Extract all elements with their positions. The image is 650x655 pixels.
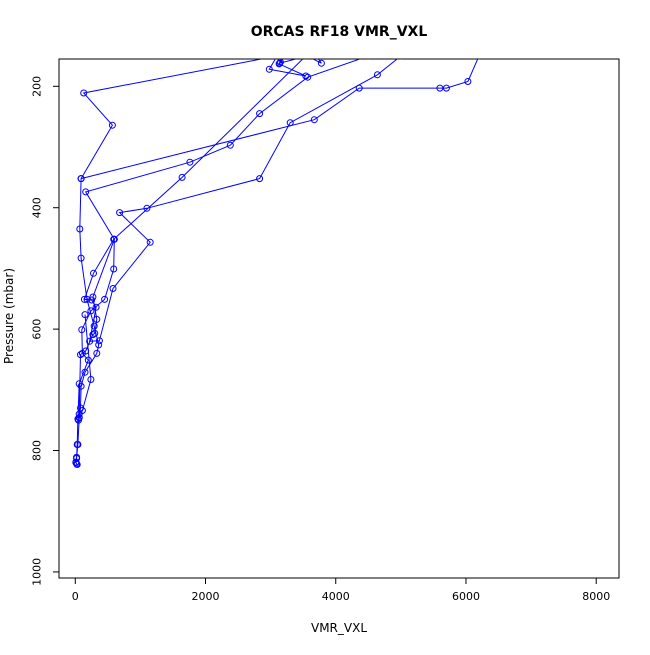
data-point [280,59,285,60]
data-point [87,376,95,383]
data-point [90,269,97,277]
data-point [265,65,273,73]
x-tick-label: 0 [72,590,79,603]
series-line [75,59,362,463]
y-tick-label: 400 [31,197,44,218]
data-point [80,89,88,97]
data-point [76,225,84,233]
data-point [90,322,98,330]
data-point [95,337,103,345]
data-point [91,329,99,337]
data-point [110,235,118,243]
series-group [75,311,95,424]
data-point [86,337,94,345]
series-line [80,59,479,180]
data-point [256,110,264,118]
y-tick-label: 800 [31,440,44,461]
series-group [72,59,310,468]
data-point [256,175,264,183]
data-point [108,121,116,129]
data-point [77,175,85,183]
data-point [282,59,287,60]
data-point [110,265,118,273]
data-point [276,59,284,67]
y-tick-label: 600 [31,319,44,340]
data-point [366,59,371,60]
data-point [78,326,86,334]
data-point [317,59,325,67]
data-point [305,59,309,60]
data-point [178,173,186,181]
y-tick-label: 1000 [31,558,44,586]
data-point [226,141,234,149]
data-point [436,84,444,92]
data-point [276,59,284,66]
y-axis: 200 400 600 800 1000 [31,76,59,586]
data-point [75,380,83,388]
x-tick-label: 6000 [452,590,480,603]
data-point [146,238,154,246]
data-point [93,315,101,323]
data-point [92,303,100,311]
data-point [93,349,101,357]
x-axis: 0 2000 4000 6000 8000 [72,578,610,603]
y-tick-label: 200 [31,76,44,97]
data-point [87,307,95,315]
series-group [80,59,403,345]
data-point [78,407,86,414]
x-tick-label: 8000 [582,590,610,603]
data-point [314,59,319,60]
data-point [84,356,92,364]
data-point [82,188,90,196]
chart-title: ORCAS RF18 VMR_VXL [251,24,428,40]
data-point [186,158,194,166]
data-point [275,59,279,60]
data-point [73,441,81,448]
data-point [399,59,403,60]
series-line [78,314,92,421]
data-point [273,59,278,60]
plot-frame [58,58,620,579]
data-point [89,331,97,339]
data-point [310,116,318,124]
series-line [83,59,398,342]
data-point [477,59,481,60]
y-axis-label: Pressure (mbar) [2,268,16,364]
data-point [80,295,88,303]
data-point [95,341,103,349]
series-group [273,59,325,67]
series-group [77,59,481,183]
data-point [73,454,81,462]
series-layer [72,59,481,468]
data-point [143,204,151,212]
data-point [286,119,294,127]
data-point [464,78,472,85]
data-point [109,285,117,292]
data-point [77,254,85,262]
x-tick-label: 2000 [192,590,220,603]
series-line [277,59,322,65]
data-point [303,59,308,60]
data-point [116,209,124,217]
data-point [81,311,89,319]
data-point [89,293,97,301]
x-tick-label: 4000 [322,590,350,603]
series-line [75,59,307,465]
data-point [101,295,109,303]
x-axis-label: VMR_VXL [311,621,367,635]
data-point [373,71,381,79]
series-line [78,239,115,418]
data-point [75,416,82,424]
series-group [72,59,371,467]
data-point [304,73,312,81]
data-point [77,351,84,359]
data-point [72,459,80,467]
